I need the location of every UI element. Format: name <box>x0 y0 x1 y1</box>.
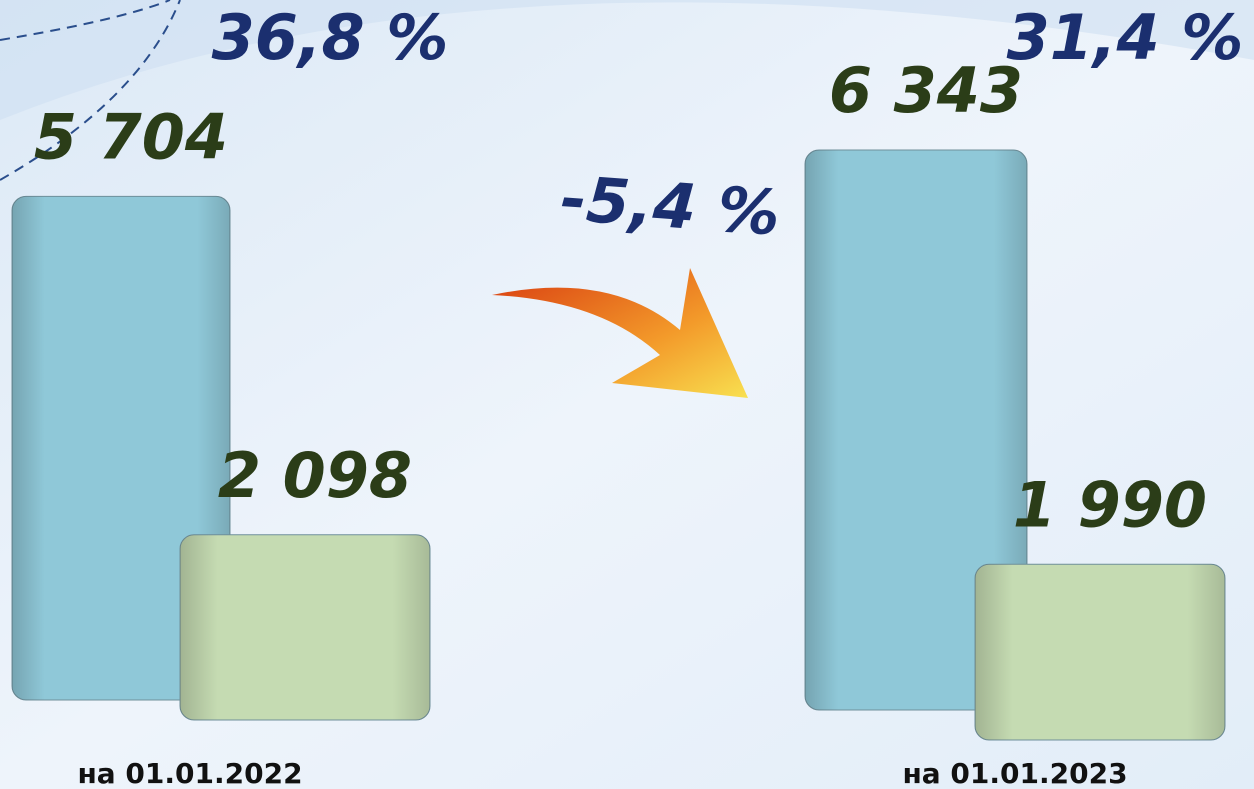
chart: 36,8 % 31,4 % -5,4 % 5 704 2 098 на 01.01.… <box>0 0 1254 789</box>
data-label: 1 990 <box>1013 468 1207 541</box>
x-tick-label: на 01.01.2023 <box>902 757 1127 789</box>
bar-shade <box>180 535 430 720</box>
data-label: 6 343 <box>829 54 1023 127</box>
data-label: 2 098 <box>218 439 412 512</box>
annotation: 31,4 % <box>1007 1 1244 74</box>
bar-shade <box>975 564 1225 740</box>
x-tick-label: на 01.01.2022 <box>77 757 302 789</box>
annotation: -5,4 % <box>558 162 782 250</box>
annotation: 36,8 % <box>212 1 449 74</box>
data-label: 5 704 <box>34 101 228 174</box>
